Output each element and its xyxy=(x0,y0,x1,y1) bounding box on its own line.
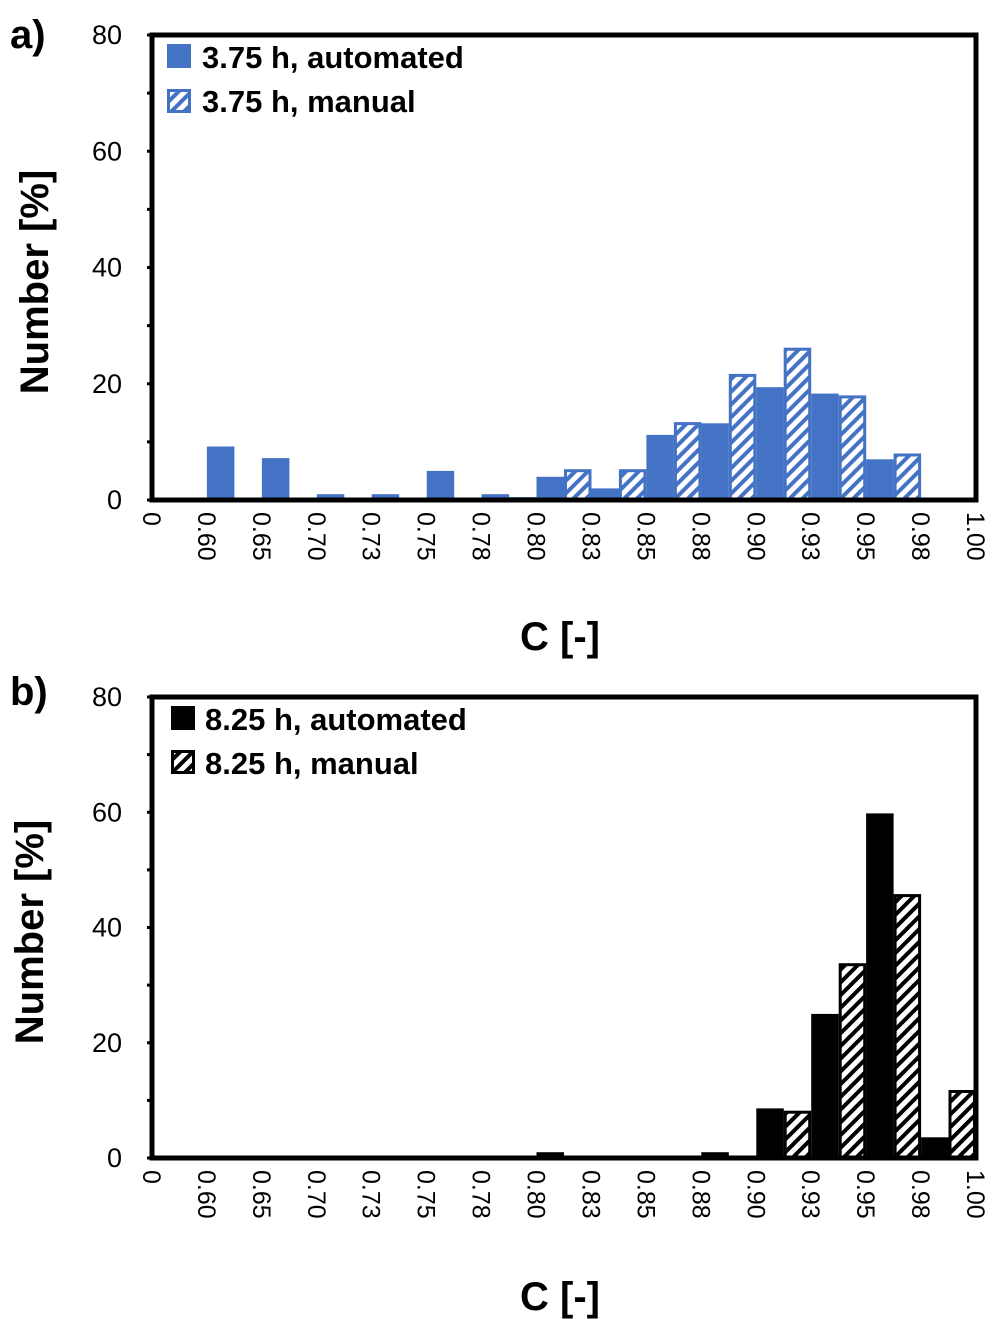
bar-manual-0.80 xyxy=(564,469,592,502)
bar-automated-0.65 xyxy=(261,458,290,500)
bar-manual-0.93 xyxy=(838,963,867,1160)
y-tick-label: 60 xyxy=(92,797,122,827)
y-tick-group: 0 20 40 60 80 xyxy=(92,20,153,515)
y-tick-label: 0 xyxy=(107,1143,122,1173)
x-tick-label: 0.78 xyxy=(467,1170,495,1219)
bar-automated-0.95 xyxy=(866,813,894,1158)
x-tick-label: 0.60 xyxy=(192,512,220,561)
y-tick-label: 60 xyxy=(92,136,122,166)
x-axis-title: C [-] xyxy=(520,1275,600,1319)
bar-automated-0.73 xyxy=(371,494,400,500)
bar-automated-0.75 xyxy=(426,470,455,500)
x-tick-label: 0.90 xyxy=(741,1170,769,1219)
x-tick-label: 0.98 xyxy=(906,1170,934,1219)
bar-manual-0.83 xyxy=(618,469,647,502)
bar-automated-0.93 xyxy=(811,1013,839,1158)
x-tick-label: 0.90 xyxy=(741,512,769,561)
bar-manual-0.90 xyxy=(783,1110,812,1160)
x-tick-label: 0.83 xyxy=(577,1170,605,1219)
bar-automated-0.60 xyxy=(206,446,235,500)
y-tick-label: 40 xyxy=(92,253,122,283)
bar-automated-0.95 xyxy=(866,459,894,500)
legend-label-automated: 8.25 h, automated xyxy=(205,702,467,737)
x-tick-label: 0.83 xyxy=(577,512,605,561)
chart-panel-a: a) 0 20 40 60 80 0 0.60 0.65 0.70 0.73 0.75 0.78 0.… xyxy=(10,13,989,659)
legend-label-manual: 3.75 h, manual xyxy=(202,84,416,119)
x-tick-label: 1.00 xyxy=(961,1170,989,1219)
x-tick-label: 0.75 xyxy=(412,512,440,561)
x-axis-title: C [-] xyxy=(520,615,600,659)
y-axis-title: Number [%] xyxy=(13,170,57,394)
x-tick-label: 0.80 xyxy=(522,512,550,561)
x-tick-label: 1.00 xyxy=(961,512,989,561)
bar-manual-0.95 xyxy=(893,894,922,1160)
x-tick-label: 0.88 xyxy=(686,512,714,561)
x-tick-group: 0 0.60 0.65 0.70 0.73 0.75 0.78 0.80 0.83 0.85 0.8… xyxy=(137,512,989,561)
bar-automated-0.90 xyxy=(756,387,784,500)
x-tick-label: 0.65 xyxy=(247,512,275,561)
legend: 3.75 h, automated 3.75 h, manual xyxy=(167,40,464,119)
x-tick-label: 0.93 xyxy=(796,512,824,561)
x-tick-label: 0.75 xyxy=(412,1170,440,1219)
bar-automated-0.70 xyxy=(316,494,345,500)
x-tick-label: 0.70 xyxy=(302,512,330,561)
x-tick-label: 0 xyxy=(137,1170,165,1184)
y-tick-label: 40 xyxy=(92,913,122,943)
y-tick-label: 0 xyxy=(107,485,122,515)
legend-label-manual: 8.25 h, manual xyxy=(205,746,419,781)
legend-swatch-hatched xyxy=(167,89,191,113)
bar-automated-0.88 xyxy=(701,423,729,500)
bar-automated-0.83 xyxy=(591,488,619,500)
y-tick-label: 20 xyxy=(92,1028,122,1058)
legend: 8.25 h, automated 8.25 h, manual xyxy=(171,702,467,781)
bar-manual-0.93 xyxy=(838,395,867,502)
x-tick-label: 0.73 xyxy=(357,512,385,561)
x-tick-label: 0.85 xyxy=(631,1170,659,1219)
bar-manual-0.98 xyxy=(948,1090,976,1160)
y-tick-label: 80 xyxy=(92,20,122,50)
y-tick-group: 0 20 40 60 80 xyxy=(92,682,153,1173)
x-tick-label: 0.95 xyxy=(851,1170,879,1219)
chart-panel-b: b) 0 20 40 60 80 0 0.60 0.65 0.70 0.73 0.75 0.78 0.… xyxy=(8,670,989,1319)
legend-swatch-solid xyxy=(171,706,195,730)
bar-automated-0.90 xyxy=(756,1108,784,1158)
bar-manual-0.95 xyxy=(893,453,922,502)
x-tick-label: 0.73 xyxy=(357,1170,385,1219)
bar-automated-0.88 xyxy=(701,1152,729,1158)
x-tick-label: 0 xyxy=(137,512,165,526)
bar-manual-0.90 xyxy=(783,347,812,502)
y-tick-label: 80 xyxy=(92,682,122,712)
bar-manual-0.85 xyxy=(673,422,702,502)
x-tick-label: 0.93 xyxy=(796,1170,824,1219)
x-tick-label: 0.80 xyxy=(522,1170,550,1219)
bar-automated-0.98 xyxy=(921,1137,949,1158)
bar-group xyxy=(206,347,922,502)
bar-automated-0.80 xyxy=(536,1152,564,1158)
legend-swatch-hatched xyxy=(171,750,195,774)
x-tick-label: 0.78 xyxy=(467,512,495,561)
legend-swatch-solid xyxy=(167,44,191,68)
y-axis-title: Number [%] xyxy=(8,820,52,1044)
x-tick-label: 0.98 xyxy=(906,512,934,561)
x-tick-label: 0.60 xyxy=(192,1170,220,1219)
x-tick-label: 0.95 xyxy=(851,512,879,561)
panel-label: b) xyxy=(10,670,48,714)
x-tick-group: 0 0.60 0.65 0.70 0.73 0.75 0.78 0.80 0.83 0.85 0.8… xyxy=(137,1170,989,1219)
legend-label-automated: 3.75 h, automated xyxy=(202,40,464,75)
x-tick-label: 0.88 xyxy=(686,1170,714,1219)
bar-automated-0.93 xyxy=(811,393,839,500)
bar-automated-0.85 xyxy=(646,434,674,500)
y-tick-label: 20 xyxy=(92,369,122,399)
x-tick-label: 0.70 xyxy=(302,1170,330,1219)
bar-manual-0.88 xyxy=(728,373,757,502)
bar-automated-0.80 xyxy=(536,476,564,501)
x-tick-label: 0.65 xyxy=(247,1170,275,1219)
x-tick-label: 0.85 xyxy=(631,512,659,561)
bar-automated-0.78 xyxy=(481,494,510,500)
panel-label: a) xyxy=(10,13,46,57)
bar-group xyxy=(536,813,976,1160)
